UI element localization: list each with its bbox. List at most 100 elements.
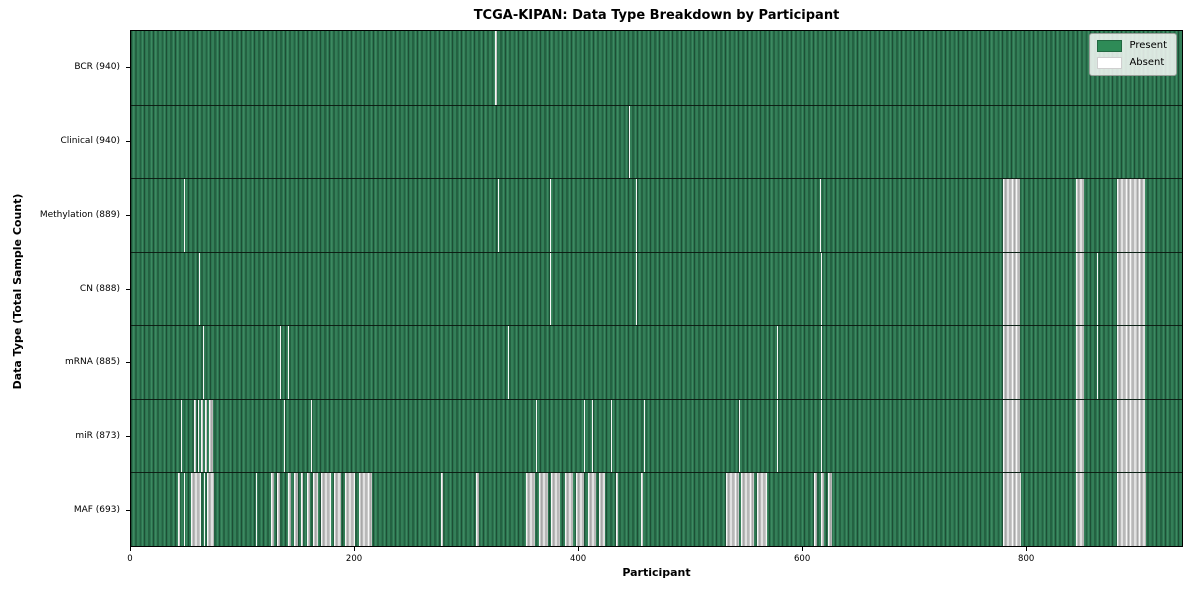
absent-stripe <box>616 473 619 546</box>
y-tick-label-clinical: Clinical (940) <box>60 135 120 146</box>
absent-stripe <box>1117 399 1146 473</box>
absent-stripe <box>1117 252 1146 326</box>
absent-stripe <box>1097 252 1099 326</box>
row-mrna <box>131 325 1182 399</box>
absent-stripe <box>183 473 185 546</box>
x-tick-mark <box>354 547 356 551</box>
x-tick-label-400: 400 <box>569 554 587 564</box>
absent-stripe <box>1075 473 1084 546</box>
absent-stripe <box>820 399 822 473</box>
absent-stripe <box>507 326 509 399</box>
absent-stripe <box>535 399 537 473</box>
absent-stripe <box>1075 399 1084 473</box>
absent-stripe <box>359 473 373 546</box>
absent-stripe <box>1075 326 1084 399</box>
absent-stripe <box>644 399 646 473</box>
legend-entry-absent: Absent <box>1097 57 1167 69</box>
absent-stripe <box>306 473 310 546</box>
absent-stripe <box>777 326 779 399</box>
absent-stripe <box>287 326 289 399</box>
absent-stripe <box>183 179 185 252</box>
absent-stripe <box>344 473 355 546</box>
absent-stripe <box>181 399 183 473</box>
absent-stripe <box>287 473 291 546</box>
y-tick-mark <box>126 288 130 290</box>
absent-stripe <box>599 473 606 546</box>
absent-stripe <box>1003 399 1020 473</box>
x-tick-mark <box>578 547 580 551</box>
absent-stripe <box>739 399 741 473</box>
absent-stripe <box>270 473 275 546</box>
absent-stripe <box>588 473 597 546</box>
legend-swatch-present-icon <box>1097 40 1123 52</box>
absent-stripe <box>204 399 208 473</box>
x-tick-mark <box>130 547 131 551</box>
absent-stripe <box>575 473 584 546</box>
y-tick-label-methylation: Methylation (889) <box>39 209 120 220</box>
absent-stripe <box>256 473 258 546</box>
absent-stripe <box>820 326 822 399</box>
absent-stripe <box>814 473 818 546</box>
absent-stripe <box>1003 473 1021 546</box>
absent-stripe <box>198 399 200 473</box>
y-tick-mark <box>126 510 130 512</box>
absent-stripe <box>294 473 298 546</box>
absent-stripe <box>201 399 203 473</box>
absent-stripe <box>550 252 552 326</box>
y-tick-mark <box>126 66 130 68</box>
absent-stripe <box>777 399 779 473</box>
absent-stripe <box>199 252 201 326</box>
row-bcr <box>131 31 1182 105</box>
absent-stripe <box>440 473 443 546</box>
absent-stripe <box>741 473 754 546</box>
absent-stripe <box>476 473 479 546</box>
y-tick-label-cn: CN (888) <box>79 283 120 294</box>
y-tick-label-maf: MAF (693) <box>73 505 120 516</box>
legend: Present Absent <box>1089 33 1177 76</box>
absent-stripe <box>725 473 740 546</box>
absent-stripe <box>1075 179 1084 252</box>
absent-stripe <box>207 473 214 546</box>
absent-stripe <box>1003 252 1020 326</box>
absent-stripe <box>497 179 499 252</box>
row-cn <box>131 251 1182 326</box>
absent-stripe <box>193 399 196 473</box>
absent-stripe <box>539 473 549 546</box>
absent-stripe <box>564 473 573 546</box>
absent-stripe <box>203 473 205 546</box>
chart-title: TCGA-KIPAN: Data Type Breakdown by Parti… <box>473 8 840 23</box>
absent-stripe <box>550 179 552 252</box>
absent-stripe <box>191 473 202 546</box>
absent-stripe <box>1097 326 1099 399</box>
plot-area <box>130 30 1183 547</box>
absent-stripe <box>591 399 593 473</box>
absent-stripe <box>495 31 497 105</box>
absent-stripe <box>1117 326 1146 399</box>
y-tick-label-mir: miR (873) <box>75 431 120 442</box>
absent-stripe <box>628 105 630 179</box>
absent-stripe <box>1003 179 1020 252</box>
legend-swatch-absent-icon <box>1097 57 1123 69</box>
absent-stripe <box>827 473 833 546</box>
legend-label-present: Present <box>1129 40 1167 51</box>
absent-stripe <box>177 473 181 546</box>
x-tick-label-600: 600 <box>794 554 811 564</box>
absent-stripe <box>820 473 825 546</box>
y-tick-mark <box>126 362 130 364</box>
absent-stripe <box>300 473 304 546</box>
absent-stripe <box>636 252 638 326</box>
x-axis-label: Participant <box>622 566 691 579</box>
x-tick-mark <box>802 547 804 551</box>
absent-stripe <box>279 326 281 399</box>
absent-stripe <box>1117 179 1146 252</box>
absent-stripe <box>636 179 638 252</box>
row-methylation <box>131 178 1182 252</box>
absent-stripe <box>819 179 821 252</box>
absent-stripe <box>1003 326 1020 399</box>
absent-stripe <box>277 473 280 546</box>
y-tick-mark <box>126 140 130 142</box>
absent-stripe <box>334 473 342 546</box>
absent-stripe <box>311 399 313 473</box>
absent-stripe <box>525 473 535 546</box>
